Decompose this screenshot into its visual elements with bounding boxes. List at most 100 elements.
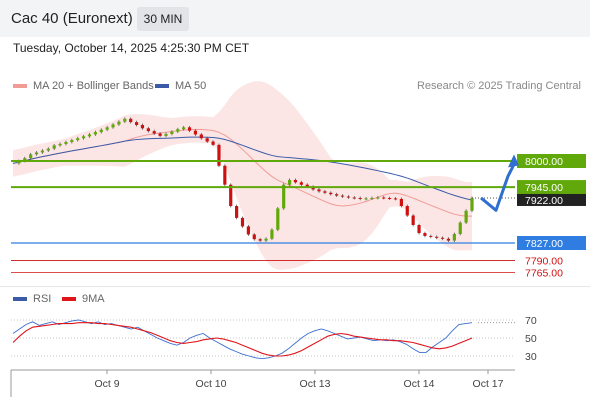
current-price-tag	[517, 193, 586, 206]
x-tick-label: Oct 17	[473, 378, 504, 390]
level-label-0: 8000.00	[525, 156, 563, 168]
legend-ma50: MA 50	[155, 80, 206, 92]
candle	[388, 197, 392, 199]
candle	[417, 224, 421, 234]
candle	[323, 191, 327, 193]
candle	[364, 198, 368, 200]
candle	[452, 233, 456, 241]
candle	[282, 184, 286, 209]
level-label-2: 7827.00	[525, 238, 563, 250]
candle	[140, 124, 145, 129]
candle	[340, 195, 345, 197]
candle	[429, 235, 433, 237]
legend-ma50-swatch	[155, 84, 169, 89]
candle	[205, 138, 209, 142]
candle	[93, 132, 97, 135]
candle	[40, 150, 45, 153]
ma50-line	[12, 136, 473, 201]
level-tag-2	[517, 236, 586, 250]
legend-9ma: 9MA	[62, 293, 105, 305]
chart-datetime: Tuesday, October 14, 2025 4:25:30 PM CET	[13, 41, 250, 55]
candle	[246, 226, 250, 235]
rsi-tick-label: 50	[525, 333, 537, 345]
candle	[76, 138, 80, 141]
candle	[346, 196, 351, 198]
candle	[399, 198, 403, 207]
legend-bollinger-label: MA 20 + Bollinger Bands	[33, 80, 154, 92]
level-tag-1	[517, 180, 586, 195]
rsi-tick-label: 30	[525, 351, 537, 363]
candle	[129, 118, 133, 123]
candle	[217, 144, 221, 166]
candle	[352, 197, 356, 199]
rsi-ma9-line	[12, 322, 473, 357]
candle	[376, 197, 380, 199]
candle	[70, 140, 74, 143]
x-tick-label: Oct 10	[196, 378, 227, 390]
instrument-title: Cac 40 (Euronext)	[11, 10, 133, 27]
panel-divider	[0, 286, 590, 287]
candle	[264, 238, 268, 241]
candle	[170, 131, 174, 134]
candle	[335, 194, 339, 196]
candle	[299, 182, 303, 185]
candle	[240, 217, 245, 227]
candle	[276, 208, 280, 230]
candle	[123, 118, 127, 122]
candle	[29, 154, 33, 159]
level-label-3: 7790.00	[525, 256, 563, 268]
legend-9ma-label: 9MA	[82, 293, 105, 305]
legend-bollinger-swatch	[13, 84, 27, 89]
level-label-1: 7945.00	[525, 182, 563, 194]
current-price-label: 7922.00	[525, 195, 563, 207]
candle	[193, 130, 198, 135]
legend-rsi-label: RSI	[33, 293, 52, 305]
candle	[117, 121, 121, 125]
candle	[146, 128, 150, 132]
legend-bollinger: MA 20 + Bollinger Bands	[13, 80, 154, 92]
candle	[329, 192, 333, 195]
legend-ma50-label: MA 50	[175, 80, 207, 92]
candle	[82, 136, 86, 139]
candle	[134, 122, 139, 125]
candle	[23, 158, 27, 161]
candle	[17, 161, 21, 164]
level-label-4: 7765.00	[525, 267, 563, 279]
candle	[235, 206, 239, 218]
candle	[164, 133, 168, 136]
candle	[187, 127, 192, 131]
x-tick-label: Oct 9	[94, 378, 119, 390]
x-tick-label: Oct 14	[404, 378, 435, 390]
candle	[152, 131, 156, 134]
candle	[223, 165, 227, 185]
candle	[105, 127, 109, 130]
candle	[46, 148, 50, 151]
candle	[440, 237, 445, 239]
candle	[358, 197, 362, 199]
legend-9ma-swatch	[62, 297, 76, 302]
candle	[382, 197, 386, 199]
candle	[99, 129, 103, 133]
candle	[470, 197, 474, 211]
candle	[405, 206, 409, 216]
candle	[305, 184, 309, 187]
rsi-tick-label: 70	[525, 315, 537, 327]
candle	[446, 238, 451, 241]
header-bar	[0, 0, 590, 37]
candle	[411, 215, 415, 225]
legend-rsi: RSI	[13, 293, 51, 305]
candle	[393, 198, 398, 200]
candle	[64, 142, 68, 144]
candle	[58, 143, 62, 146]
candle	[182, 127, 186, 130]
candle	[293, 179, 298, 183]
candle	[435, 236, 439, 238]
candle	[252, 234, 256, 240]
candle	[270, 229, 274, 239]
candle	[111, 124, 115, 128]
candle	[423, 233, 427, 236]
forecast-arrowhead	[508, 154, 519, 168]
candle	[52, 145, 56, 149]
forecast-arrow	[480, 161, 517, 212]
timeframe-button[interactable]: 30 MIN	[137, 7, 189, 31]
